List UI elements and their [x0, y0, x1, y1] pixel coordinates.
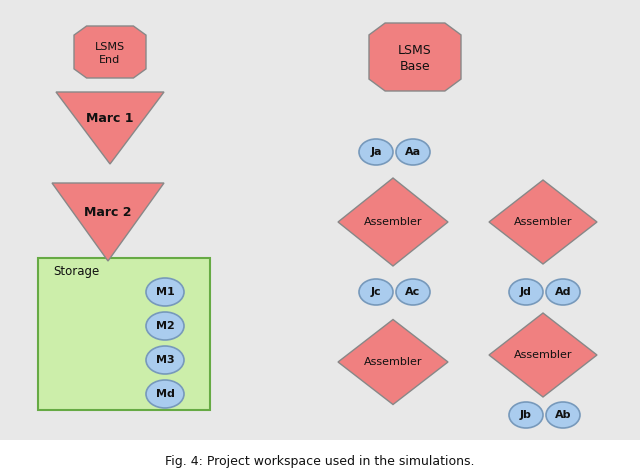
Text: Ad: Ad: [555, 287, 572, 297]
Text: Fig. 4: Project workspace used in the simulations.: Fig. 4: Project workspace used in the si…: [165, 456, 475, 468]
Text: Ab: Ab: [555, 410, 572, 420]
Text: M3: M3: [156, 355, 174, 365]
Ellipse shape: [396, 279, 430, 305]
Text: Jb: Jb: [520, 410, 532, 420]
Ellipse shape: [146, 380, 184, 408]
Text: Aa: Aa: [405, 147, 421, 157]
Text: Ja: Ja: [371, 147, 381, 157]
Polygon shape: [74, 26, 146, 78]
Polygon shape: [489, 313, 597, 397]
Text: Marc 1: Marc 1: [86, 111, 134, 125]
Text: Jd: Jd: [520, 287, 532, 297]
Ellipse shape: [146, 278, 184, 306]
FancyBboxPatch shape: [0, 0, 640, 440]
Ellipse shape: [509, 279, 543, 305]
Text: Md: Md: [156, 389, 175, 399]
Text: M1: M1: [156, 287, 174, 297]
Text: Assembler: Assembler: [364, 217, 422, 227]
FancyBboxPatch shape: [38, 258, 210, 410]
Ellipse shape: [396, 139, 430, 165]
Text: Assembler: Assembler: [514, 350, 572, 360]
Text: Storage: Storage: [53, 265, 99, 278]
Ellipse shape: [359, 139, 393, 165]
Text: Jc: Jc: [371, 287, 381, 297]
Text: LSMS: LSMS: [398, 44, 432, 58]
Polygon shape: [56, 92, 164, 164]
Text: Base: Base: [400, 60, 430, 72]
Ellipse shape: [359, 279, 393, 305]
Polygon shape: [338, 319, 448, 405]
Ellipse shape: [146, 346, 184, 374]
Polygon shape: [369, 23, 461, 91]
Polygon shape: [489, 180, 597, 264]
Text: M2: M2: [156, 321, 174, 331]
Polygon shape: [338, 178, 448, 266]
Ellipse shape: [146, 312, 184, 340]
Text: Marc 2: Marc 2: [84, 206, 132, 218]
Text: LSMS: LSMS: [95, 42, 125, 52]
Ellipse shape: [546, 402, 580, 428]
Text: Ac: Ac: [405, 287, 420, 297]
Ellipse shape: [509, 402, 543, 428]
Text: Assembler: Assembler: [364, 357, 422, 367]
Ellipse shape: [546, 279, 580, 305]
Text: Assembler: Assembler: [514, 217, 572, 227]
Polygon shape: [52, 183, 164, 261]
Text: End: End: [99, 55, 120, 65]
